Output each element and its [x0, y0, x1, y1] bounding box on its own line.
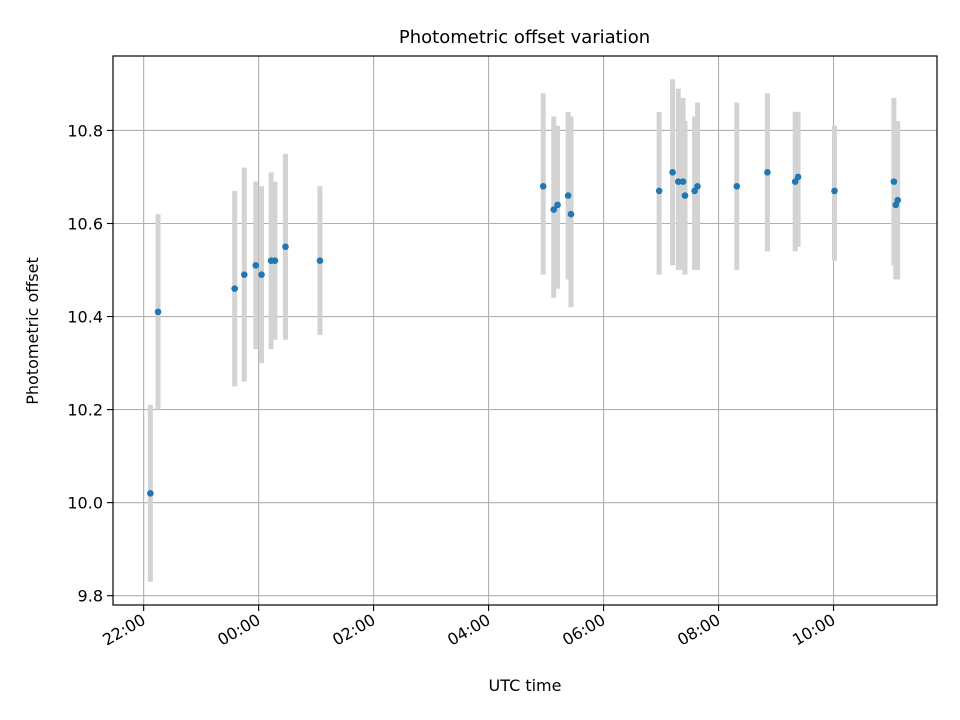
chart-title: Photometric offset variation: [399, 27, 650, 48]
data-point: [316, 257, 324, 265]
y-tick-label: 10.6: [67, 214, 103, 233]
y-tick-label: 10.4: [67, 308, 103, 327]
data-point: [231, 285, 238, 292]
y-axis: 9.8 10.0 10.2 10.4 10.6 10.8: [67, 121, 113, 606]
data-point: [550, 206, 558, 213]
data-point: [681, 192, 689, 199]
y-tick-label: 9.8: [78, 587, 103, 606]
data-point: [154, 308, 162, 316]
data-point: [679, 178, 687, 185]
data-point: [564, 192, 572, 199]
plot-frame: [112, 55, 938, 606]
data-point: [655, 187, 663, 195]
data-points: [147, 169, 902, 497]
data-point: [252, 262, 260, 269]
data-point: [764, 169, 771, 176]
data-point: [147, 490, 154, 497]
data-point: [567, 210, 575, 218]
data-point: [694, 182, 701, 190]
data-point: [831, 187, 838, 195]
data-point: [271, 257, 279, 265]
data-point: [554, 201, 561, 209]
data-point: [539, 182, 547, 190]
data-point: [675, 178, 682, 185]
y-tick-label: 10.8: [67, 121, 103, 140]
data-point: [794, 173, 802, 181]
y-axis-label: Photometric offset: [23, 257, 42, 405]
y-tick-label: 10.2: [67, 401, 103, 420]
grid-lines: [113, 56, 937, 605]
data-point: [733, 182, 741, 190]
y-tick-label: 10.0: [67, 494, 103, 513]
data-point: [669, 169, 676, 176]
x-axis-label: UTC time: [489, 676, 562, 695]
data-point: [282, 243, 289, 251]
data-point: [240, 271, 248, 278]
data-point: [258, 271, 265, 278]
data-point: [894, 196, 902, 204]
data-point: [890, 178, 898, 185]
